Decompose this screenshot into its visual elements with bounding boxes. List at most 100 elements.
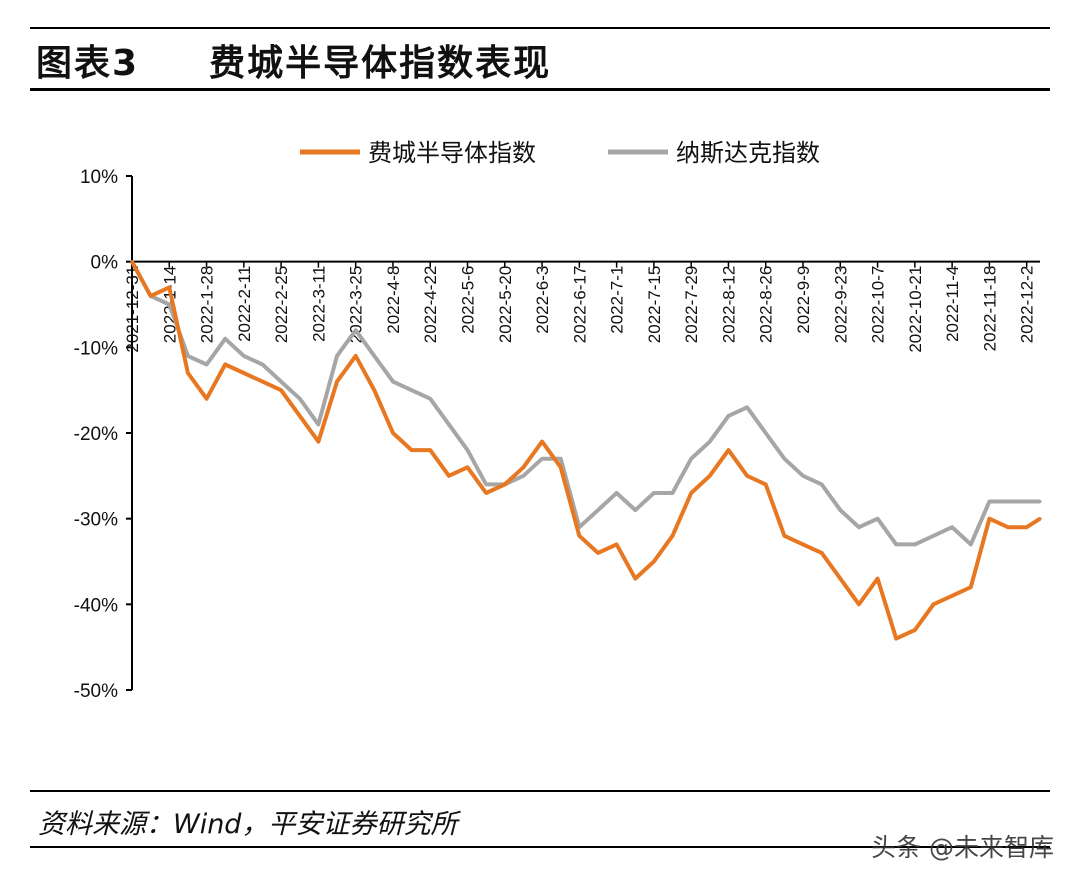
data-point: [931, 534, 936, 538]
data-point: [726, 448, 731, 452]
data-point: [708, 439, 712, 444]
data-point: [298, 414, 302, 418]
data-point: [260, 380, 265, 384]
data-point: [391, 431, 395, 435]
series-line: [130, 260, 1040, 547]
x-tick-label: 2022-7-1: [608, 266, 627, 334]
data-point: [670, 534, 675, 538]
data-point: [1038, 499, 1042, 504]
data-point: [167, 285, 171, 289]
data-point: [689, 457, 693, 461]
data-point: [987, 517, 992, 521]
data-point: [913, 542, 917, 546]
data-point: [372, 354, 376, 358]
data-point: [335, 354, 339, 358]
data-point: [596, 508, 600, 512]
data-point: [820, 551, 824, 555]
data-point: [708, 474, 712, 478]
data-point: [316, 422, 320, 427]
data-point: [987, 499, 992, 504]
data-point: [857, 602, 861, 606]
data-point: [633, 577, 637, 581]
data-point: [764, 482, 768, 486]
bottom-rule: [30, 846, 1050, 848]
data-point: [540, 457, 544, 461]
data-point: [223, 362, 227, 367]
data-point: [596, 551, 600, 555]
y-tick-label: -50%: [74, 681, 118, 702]
x-tick-label: 2022-5-20: [496, 266, 515, 344]
data-point: [950, 525, 954, 529]
data-point: [409, 388, 414, 392]
data-point: [298, 397, 302, 401]
data-point: [409, 448, 414, 452]
y-tick-label: -10%: [74, 338, 118, 359]
data-point: [1006, 499, 1010, 504]
figure-header: 图表3 费城半导体指数表现: [36, 38, 551, 84]
data-point: [447, 422, 451, 427]
watermark: 头条 @未来智库: [871, 833, 1054, 862]
data-point: [130, 260, 134, 264]
y-tick-label: -40%: [74, 595, 118, 616]
data-point: [447, 474, 451, 478]
data-point: [820, 482, 824, 486]
data-point: [521, 474, 526, 478]
data-point: [279, 388, 283, 392]
data-point: [391, 380, 395, 384]
x-tick-label: 2022-10-7: [869, 266, 888, 344]
y-tick-label: -20%: [74, 424, 118, 445]
y-tick-label: 0%: [91, 253, 119, 274]
data-point: [782, 457, 786, 461]
data-point: [204, 397, 209, 401]
data-point: [745, 474, 749, 478]
data-point: [186, 371, 190, 375]
data-point: [242, 371, 246, 375]
figure-title: 费城半导体指数表现: [209, 43, 552, 84]
x-tick-label: 2022-5-6: [459, 266, 478, 334]
data-point: [540, 439, 544, 444]
data-point: [838, 577, 842, 581]
data-point: [1025, 499, 1029, 504]
data-point: [764, 431, 768, 435]
line-chart: 费城半导体指数 纳斯达克指数 10%0%-10%-20%-30%-40%-50% …: [74, 139, 1042, 702]
data-point: [149, 294, 153, 298]
x-tick-label: 2022-9-9: [794, 266, 813, 334]
legend-entry: 费城半导体指数: [368, 139, 536, 167]
data-point: [335, 380, 339, 384]
data-point: [260, 362, 265, 367]
x-tick-label: 2022-2-11: [235, 266, 254, 342]
x-tick-label: 2022-11-18: [980, 266, 999, 352]
data-point: [969, 585, 973, 589]
data-point: [242, 354, 246, 358]
x-axis: 2021-12-31 2022-1-14 2022-1-28 2022-2-11 202…: [123, 260, 1040, 353]
data-point: [279, 380, 283, 384]
data-point: [1025, 525, 1029, 529]
data-point: [354, 354, 358, 358]
x-tick-label: 2022-8-12: [719, 266, 738, 344]
x-tick-label: 2022-9-23: [831, 266, 850, 344]
y-tick-label: 10%: [80, 167, 118, 188]
data-point: [186, 354, 190, 358]
source-top-rule: [30, 790, 1050, 792]
figure-label: 图表3: [36, 43, 140, 84]
data-point: [801, 542, 805, 546]
data-point: [465, 465, 470, 469]
data-point: [726, 414, 731, 418]
x-tick-label: 2022-7-29: [682, 266, 701, 344]
data-point: [875, 577, 880, 581]
x-tick-label: 2021-12-31: [123, 266, 142, 353]
data-point: [894, 637, 898, 641]
data-point: [1006, 525, 1010, 529]
data-point: [316, 439, 320, 444]
data-point: [670, 491, 675, 495]
data-point: [465, 448, 470, 452]
data-point: [428, 397, 432, 401]
data-point: [1038, 517, 1042, 521]
x-tick-label: 2022-3-25: [347, 266, 366, 344]
data-point: [838, 508, 842, 512]
data-point: [745, 405, 749, 409]
x-tick-label: 2022-3-11: [309, 266, 328, 342]
data-point: [913, 628, 917, 632]
data-point: [354, 328, 358, 332]
data-point: [223, 337, 227, 341]
